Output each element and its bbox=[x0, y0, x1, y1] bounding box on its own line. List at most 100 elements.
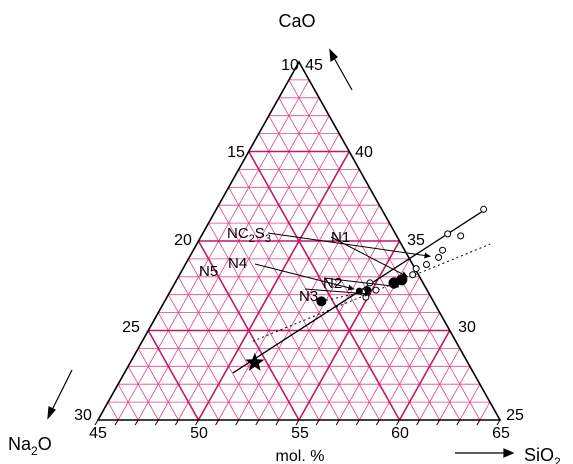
component-na2o-label: Na2O bbox=[8, 434, 52, 458]
edge-tick bbox=[174, 419, 179, 426]
tick-left-10: 10 bbox=[281, 57, 299, 74]
grid-minor bbox=[107, 79, 491, 421]
grid-line-na2o bbox=[127, 366, 159, 421]
edge-tick bbox=[134, 419, 139, 426]
point-n5-marker bbox=[316, 296, 327, 307]
grid-line-sio2 bbox=[197, 151, 350, 421]
grid-line-sio2 bbox=[459, 384, 481, 421]
grid-line-na2o bbox=[147, 330, 200, 421]
edge-tick bbox=[456, 419, 461, 426]
open-point-marker bbox=[412, 265, 420, 273]
grid-line-na2o bbox=[178, 276, 260, 421]
component-sio2-label: SiO2 bbox=[524, 445, 561, 464]
edge-tick bbox=[235, 419, 240, 426]
triangle-frame bbox=[94, 60, 502, 426]
tick-right-45: 45 bbox=[305, 57, 323, 74]
grid-line-sio2 bbox=[278, 222, 390, 421]
tick-sio2-50: 50 bbox=[190, 425, 208, 442]
open-point-marker bbox=[480, 205, 488, 213]
grid-line-na2o bbox=[268, 115, 441, 421]
tick-sio2-60: 60 bbox=[391, 425, 409, 442]
grid-line-na2o bbox=[137, 348, 179, 421]
open-point-marker bbox=[457, 232, 465, 240]
leader-arrow-n3 bbox=[304, 288, 371, 295]
tick-right-25: 25 bbox=[506, 407, 524, 424]
tick-right-35: 35 bbox=[407, 232, 425, 249]
grid-line-na2o bbox=[168, 294, 240, 421]
component-cao-label: CaO bbox=[278, 11, 315, 31]
grid-line-sio2 bbox=[238, 187, 370, 421]
leader-arrow-n1-head bbox=[401, 271, 408, 277]
tick-right-30: 30 bbox=[458, 319, 476, 336]
point-label-n4: N4 bbox=[228, 255, 247, 272]
edge-tick bbox=[114, 419, 119, 426]
edge-tick bbox=[154, 419, 159, 426]
edge-tick bbox=[416, 419, 421, 426]
tick-sio2-65: 65 bbox=[492, 425, 510, 442]
grid-line-na2o bbox=[197, 240, 300, 421]
open-point-marker bbox=[372, 286, 380, 294]
edge-tick bbox=[295, 419, 300, 426]
point-label-n2: N2 bbox=[323, 275, 342, 292]
open-point-marker bbox=[422, 261, 430, 269]
edge-tick bbox=[436, 419, 441, 426]
grid-line-sio2 bbox=[298, 240, 401, 421]
edge-tick bbox=[94, 419, 99, 426]
leader-arrow-n2-head bbox=[392, 283, 400, 290]
grid-line-sio2 bbox=[398, 330, 451, 421]
star-marker bbox=[245, 352, 265, 371]
data-markers bbox=[245, 205, 488, 371]
leader-arrow-nc2s3-head bbox=[424, 252, 431, 259]
open-point-marker bbox=[435, 253, 443, 261]
grid-line-na2o bbox=[117, 384, 139, 421]
grid-line-sio2 bbox=[419, 348, 461, 421]
open-point-marker bbox=[439, 246, 447, 254]
open-point-marker bbox=[409, 271, 417, 279]
grid-line-sio2 bbox=[439, 366, 471, 421]
bottom-tick-labels: 45 50 55 60 65 bbox=[89, 425, 510, 442]
edge-tick bbox=[275, 419, 280, 426]
right-tick-labels: 45 40 35 30 25 bbox=[305, 57, 524, 424]
leader-arrow-n4-head bbox=[347, 284, 355, 291]
tick-sio2-55: 55 bbox=[291, 425, 309, 442]
edge-tick bbox=[375, 419, 380, 426]
edge-tick bbox=[496, 419, 501, 426]
tick-left-15: 15 bbox=[227, 144, 245, 161]
cao-direction-arrow bbox=[329, 48, 353, 91]
grid-line-na2o bbox=[107, 401, 119, 421]
open-point-marker bbox=[444, 230, 452, 238]
tick-right-40: 40 bbox=[355, 144, 373, 161]
na2o-direction-arrow bbox=[47, 369, 73, 420]
edge-tick bbox=[355, 419, 360, 426]
grid-line-sio2 bbox=[157, 115, 330, 421]
edge-tick bbox=[255, 419, 260, 426]
sio2-direction-arrow bbox=[455, 448, 515, 458]
grid-line-sio2 bbox=[358, 294, 430, 421]
grid-line-sio2 bbox=[117, 79, 310, 421]
unit-label: mol. % bbox=[276, 448, 325, 464]
tick-left-25: 25 bbox=[122, 319, 140, 336]
edge-tick bbox=[396, 419, 400, 426]
leader-arrow-n2 bbox=[323, 277, 400, 288]
leader-arrow-n4 bbox=[254, 263, 355, 290]
left-tick-labels: 10 15 20 25 30 bbox=[74, 57, 299, 424]
edge-tick bbox=[315, 419, 320, 426]
point-label-n3: N3 bbox=[299, 288, 318, 305]
point-label-n5: N5 bbox=[199, 263, 218, 280]
tick-left-30: 30 bbox=[74, 407, 92, 424]
leader-arrow-nc2s3 bbox=[267, 232, 431, 257]
edge-tick bbox=[335, 419, 340, 426]
compound-nc2s3-label: NC2S3 bbox=[227, 225, 271, 245]
edge-tick bbox=[476, 419, 481, 426]
leader-arrow-n3-head bbox=[364, 290, 371, 297]
grid-line-na2o bbox=[248, 151, 401, 421]
grid-line-na2o bbox=[228, 187, 360, 421]
edge-tick bbox=[195, 419, 199, 426]
grid-line-sio2 bbox=[479, 401, 491, 421]
grid-line-na2o bbox=[208, 222, 320, 421]
edge-tick bbox=[215, 419, 220, 426]
tick-sio2-45: 45 bbox=[89, 425, 107, 442]
point-label-n1: N1 bbox=[331, 229, 350, 246]
